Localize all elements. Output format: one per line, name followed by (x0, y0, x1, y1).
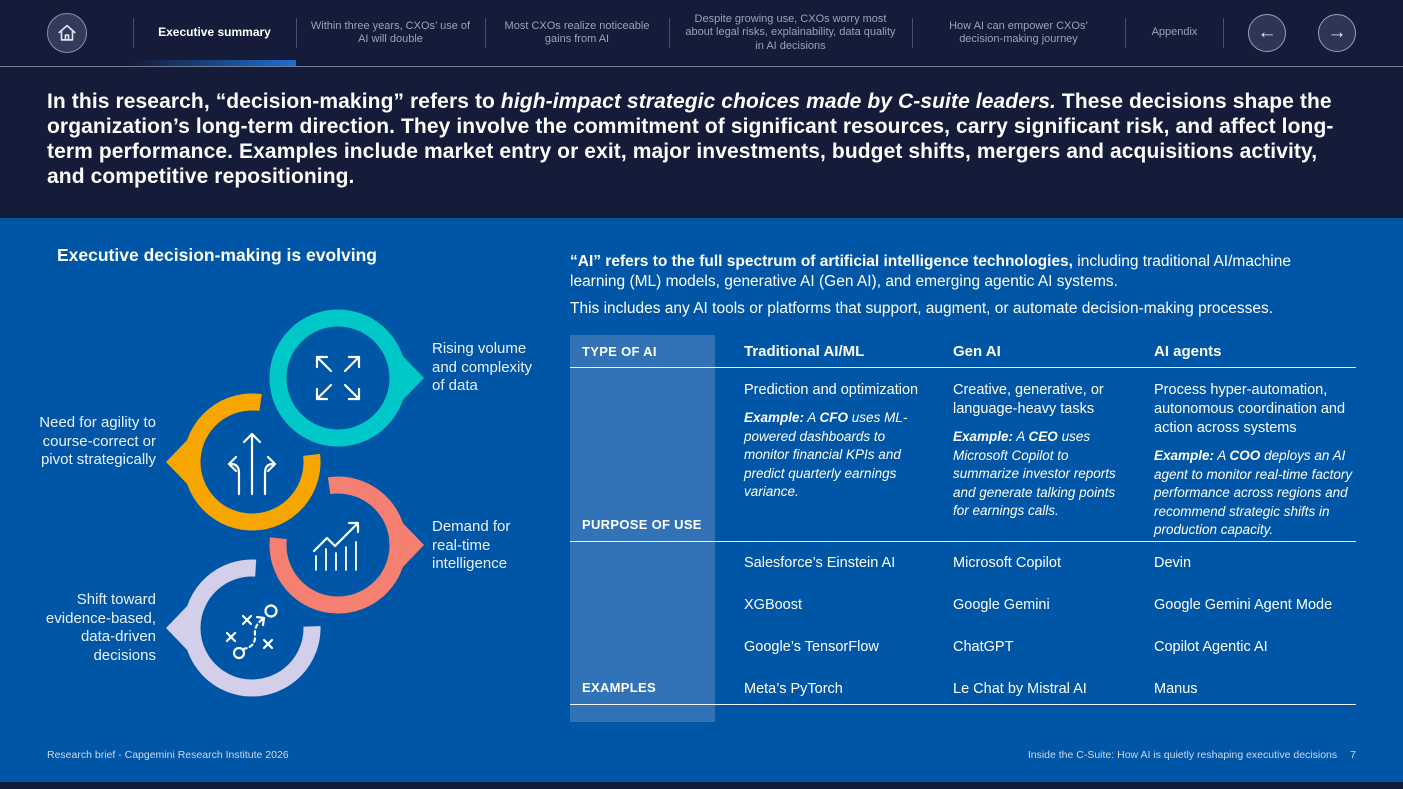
table-label-column-background (570, 335, 715, 722)
arrowhead-need (166, 435, 192, 489)
purpose-example: Example: A COO deploys an AI agent to mo… (1154, 448, 1353, 537)
nav-tabs: Executive summary Within three years, CX… (133, 0, 1224, 66)
example-item: ChatGPT (953, 639, 1014, 655)
row-label-purpose: PURPOSE OF USE (582, 517, 702, 532)
ring-shift (183, 559, 321, 697)
purpose-text: Creative, generative, or language-heavy … (953, 382, 1104, 417)
tab-label: How AI can empower CXOs’ decision-making… (949, 19, 1088, 46)
home-icon (58, 24, 76, 41)
row-label-type-of-ai: TYPE OF AI (582, 343, 657, 359)
tab-label: Within three years, CXOs’ use of AI will… (310, 19, 471, 46)
decision-making-definition: In this research, “decision-making” refe… (47, 90, 1334, 188)
tab-appendix[interactable]: Appendix (1125, 0, 1224, 66)
arrowhead-rising (398, 351, 424, 405)
purpose-example: Example: A CEO uses Microsoft Copilot to… (953, 429, 1116, 518)
growth-chart-icon (312, 521, 360, 571)
examples-cell-agents: Devin Google Gemini Agent Mode Copilot A… (1125, 542, 1356, 704)
arrowhead-shift (166, 601, 192, 655)
purpose-text: Prediction and optimization (744, 382, 919, 398)
ai-definition-paragraph: “AI” refers to the full spectrum of arti… (570, 253, 1291, 290)
footer-page-number: 7 (1350, 749, 1356, 761)
tab-label: Most CXOs realize noticeable gains from … (504, 19, 650, 46)
example-item: Google Gemini Agent Mode (1154, 597, 1333, 613)
row-label-examples: EXAMPLES (582, 680, 656, 695)
arrow-right-icon: → (1327, 22, 1347, 43)
example-item: Copilot Agentic AI (1154, 639, 1268, 655)
footer-source: Research brief - Capgemini Research Inst… (47, 749, 289, 761)
footer-title-page: Inside the C-Suite: How AI is quietly re… (1028, 749, 1356, 761)
ring-need (183, 393, 321, 531)
ai-scope-paragraph: This includes any AI tools or platforms … (570, 300, 1274, 317)
ring-demand (269, 476, 407, 614)
definition-banner: In this research, “decision-making” refe… (0, 67, 1403, 218)
tab-label: Despite growing use, CXOs worry most abo… (685, 12, 896, 52)
table-header-row: TYPE OF AI Traditional AI/ML Gen AI AI a… (570, 335, 1356, 368)
example-item: Manus (1154, 681, 1198, 697)
table-examples-row: EXAMPLES Salesforce’s Einstein AI XGBoos… (570, 542, 1356, 705)
diagram-label-evidence: Shift toward evidence-based, data-driven… (45, 591, 156, 664)
purpose-text: Process hyper-automation, autonomous coo… (1154, 382, 1346, 436)
tab-executive-summary[interactable]: Executive summary (133, 0, 296, 66)
purpose-cell-traditional: Prediction and optimization Example: A C… (715, 368, 924, 541)
example-item: Microsoft Copilot (953, 555, 1061, 571)
tab-ai-empower-journey[interactable]: How AI can empower CXOs’ decision-making… (912, 0, 1125, 66)
top-navigation: Executive summary Within three years, CX… (0, 0, 1403, 67)
expand-arrows-icon (315, 355, 361, 401)
next-page-button[interactable]: → (1318, 14, 1356, 52)
footer-report-title: Inside the C-Suite: How AI is quietly re… (1027, 749, 1338, 761)
home-button[interactable] (47, 13, 87, 53)
strategy-plan-icon (225, 604, 278, 660)
diagram-label-agility: Need for agility to course-correct or pi… (39, 414, 156, 468)
example-item: Salesforce’s Einstein AI (744, 555, 896, 571)
active-tab-underline (133, 60, 296, 66)
table-purpose-row: PURPOSE OF USE Prediction and optimizati… (570, 368, 1356, 542)
example-item: Google’s TensorFlow (744, 639, 879, 655)
tab-cxo-worries[interactable]: Despite growing use, CXOs worry most abo… (669, 0, 912, 66)
column-header-genai: Gen AI (953, 342, 1001, 360)
example-item: XGBoost (744, 597, 803, 613)
purpose-cell-agents: Process hyper-automation, autonomous coo… (1125, 368, 1356, 541)
diverge-arrows-icon (227, 432, 277, 496)
example-item: Le Chat by Mistral AI (953, 681, 1087, 697)
arrow-left-icon: ← (1257, 22, 1277, 43)
previous-page-button[interactable]: ← (1248, 14, 1286, 52)
examples-cell-genai: Microsoft Copilot Google Gemini ChatGPT … (924, 542, 1125, 704)
type-of-ai-table: TYPE OF AI Traditional AI/ML Gen AI AI a… (570, 335, 1356, 722)
diagram-label-rising-data: Rising volume and complexity of data (432, 340, 533, 394)
evolving-decision-diagram (166, 309, 424, 697)
example-item: Devin (1154, 555, 1192, 571)
purpose-cell-genai: Creative, generative, or language-heavy … (924, 368, 1125, 541)
slide-body: Executive decision-making is evolving (0, 218, 1403, 782)
examples-cell-traditional: Salesforce’s Einstein AI XGBoost Google’… (715, 542, 924, 704)
left-section-heading: Executive decision-making is evolving (57, 245, 377, 265)
ring-rising (269, 309, 407, 447)
example-item: Meta’s PyTorch (744, 681, 843, 697)
example-item: Google Gemini (953, 597, 1050, 613)
tab-label: Executive summary (158, 25, 271, 40)
tab-label: Appendix (1151, 26, 1198, 39)
column-header-agents: AI agents (1154, 342, 1222, 360)
column-header-traditional: Traditional AI/ML (744, 342, 865, 360)
bottom-edge-bar (0, 782, 1403, 789)
arrowhead-demand (398, 518, 424, 572)
purpose-example: Example: A CFO uses ML-powered dashboard… (744, 410, 908, 499)
tab-cxo-ai-use-double[interactable]: Within three years, CXOs’ use of AI will… (296, 0, 485, 66)
tab-cxo-gains[interactable]: Most CXOs realize noticeable gains from … (485, 0, 669, 66)
diagram-label-realtime: Demand for real-time intelligence (432, 518, 511, 572)
